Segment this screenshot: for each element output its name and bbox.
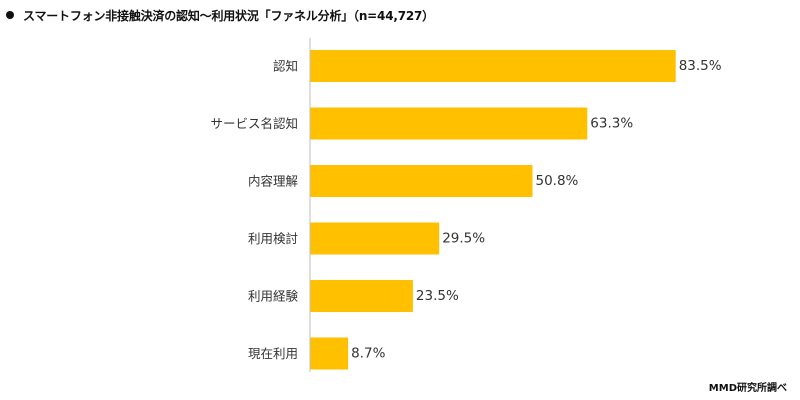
bullet-icon (6, 11, 14, 19)
source-credit: MMD研究所調べ (708, 383, 787, 394)
chart-title: スマートフォン非接触決済の認知～利用状況「ファネル分析」（n=44,727） (23, 8, 434, 23)
category-label: 利用検討 (248, 231, 298, 246)
value-label: 63.3% (590, 116, 633, 132)
value-label: 8.7% (351, 346, 385, 362)
bar (310, 337, 349, 370)
bar (310, 107, 588, 140)
category-label: 認知 (273, 59, 298, 74)
chart-title-row: スマートフォン非接触決済の認知～利用状況「ファネル分析」（n=44,727） (6, 5, 434, 25)
bar (310, 280, 413, 312)
category-label: 現在利用 (248, 346, 298, 361)
category-label: 内容理解 (248, 174, 298, 189)
category-label: サービス名認知 (210, 116, 298, 131)
value-label: 29.5% (442, 231, 485, 247)
category-label: 利用経験 (248, 289, 299, 304)
value-label: 83.5% (679, 58, 722, 74)
value-label: 23.5% (416, 288, 459, 304)
bar (310, 50, 676, 82)
bar (310, 222, 440, 255)
value-label: 50.8% (536, 173, 579, 189)
bar (310, 165, 533, 197)
